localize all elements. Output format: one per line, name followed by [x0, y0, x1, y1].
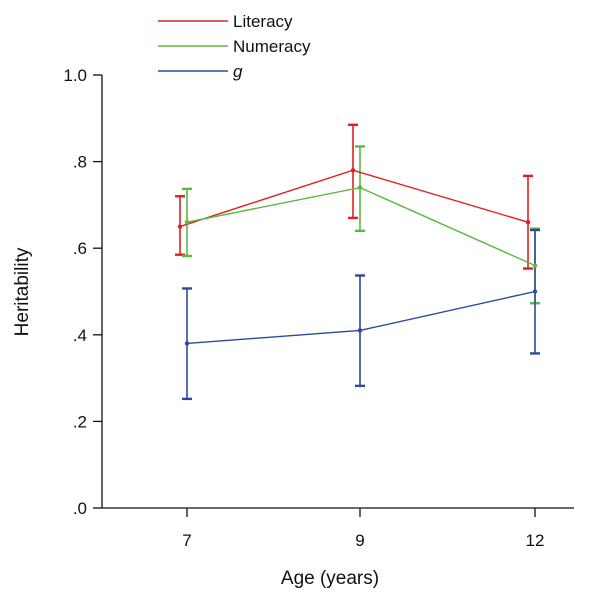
data-points: [177, 168, 538, 346]
x-tick-label: 9: [355, 531, 364, 550]
axes: .0 .2 .4 .6 .8 1.0 7 9 12: [63, 66, 574, 550]
y-tick-label: .4: [73, 326, 87, 345]
legend: Literacy Numeracy g: [158, 12, 311, 81]
y-tick-label: .8: [73, 153, 87, 172]
y-tick-label: .0: [73, 499, 87, 518]
y-tick-label: .6: [73, 239, 87, 258]
data-point-g: [357, 328, 363, 333]
legend-label-numeracy: Numeracy: [233, 37, 311, 56]
x-axis-label: Age (years): [281, 568, 379, 589]
data-point-g: [532, 289, 538, 294]
data-point-literacy: [350, 168, 356, 173]
data-point-numeracy: [184, 220, 190, 225]
y-axis-label: Heritability: [12, 247, 33, 336]
data-point-numeracy: [532, 263, 538, 268]
series-line-g: [186, 290, 536, 345]
y-tick-label: .2: [73, 412, 87, 431]
x-tick-label: 7: [182, 531, 191, 550]
data-point-g: [184, 341, 190, 346]
series-lines: [179, 169, 536, 345]
y-tick-label: 1.0: [63, 66, 87, 85]
error-bars: [175, 123, 540, 401]
data-point-literacy: [525, 220, 531, 225]
data-point-numeracy: [357, 185, 363, 190]
series-line-numeracy: [186, 186, 536, 267]
legend-label-g: g: [233, 62, 243, 81]
x-tick-label: 12: [526, 531, 545, 550]
data-point-literacy: [177, 224, 183, 229]
legend-label-literacy: Literacy: [233, 12, 293, 31]
